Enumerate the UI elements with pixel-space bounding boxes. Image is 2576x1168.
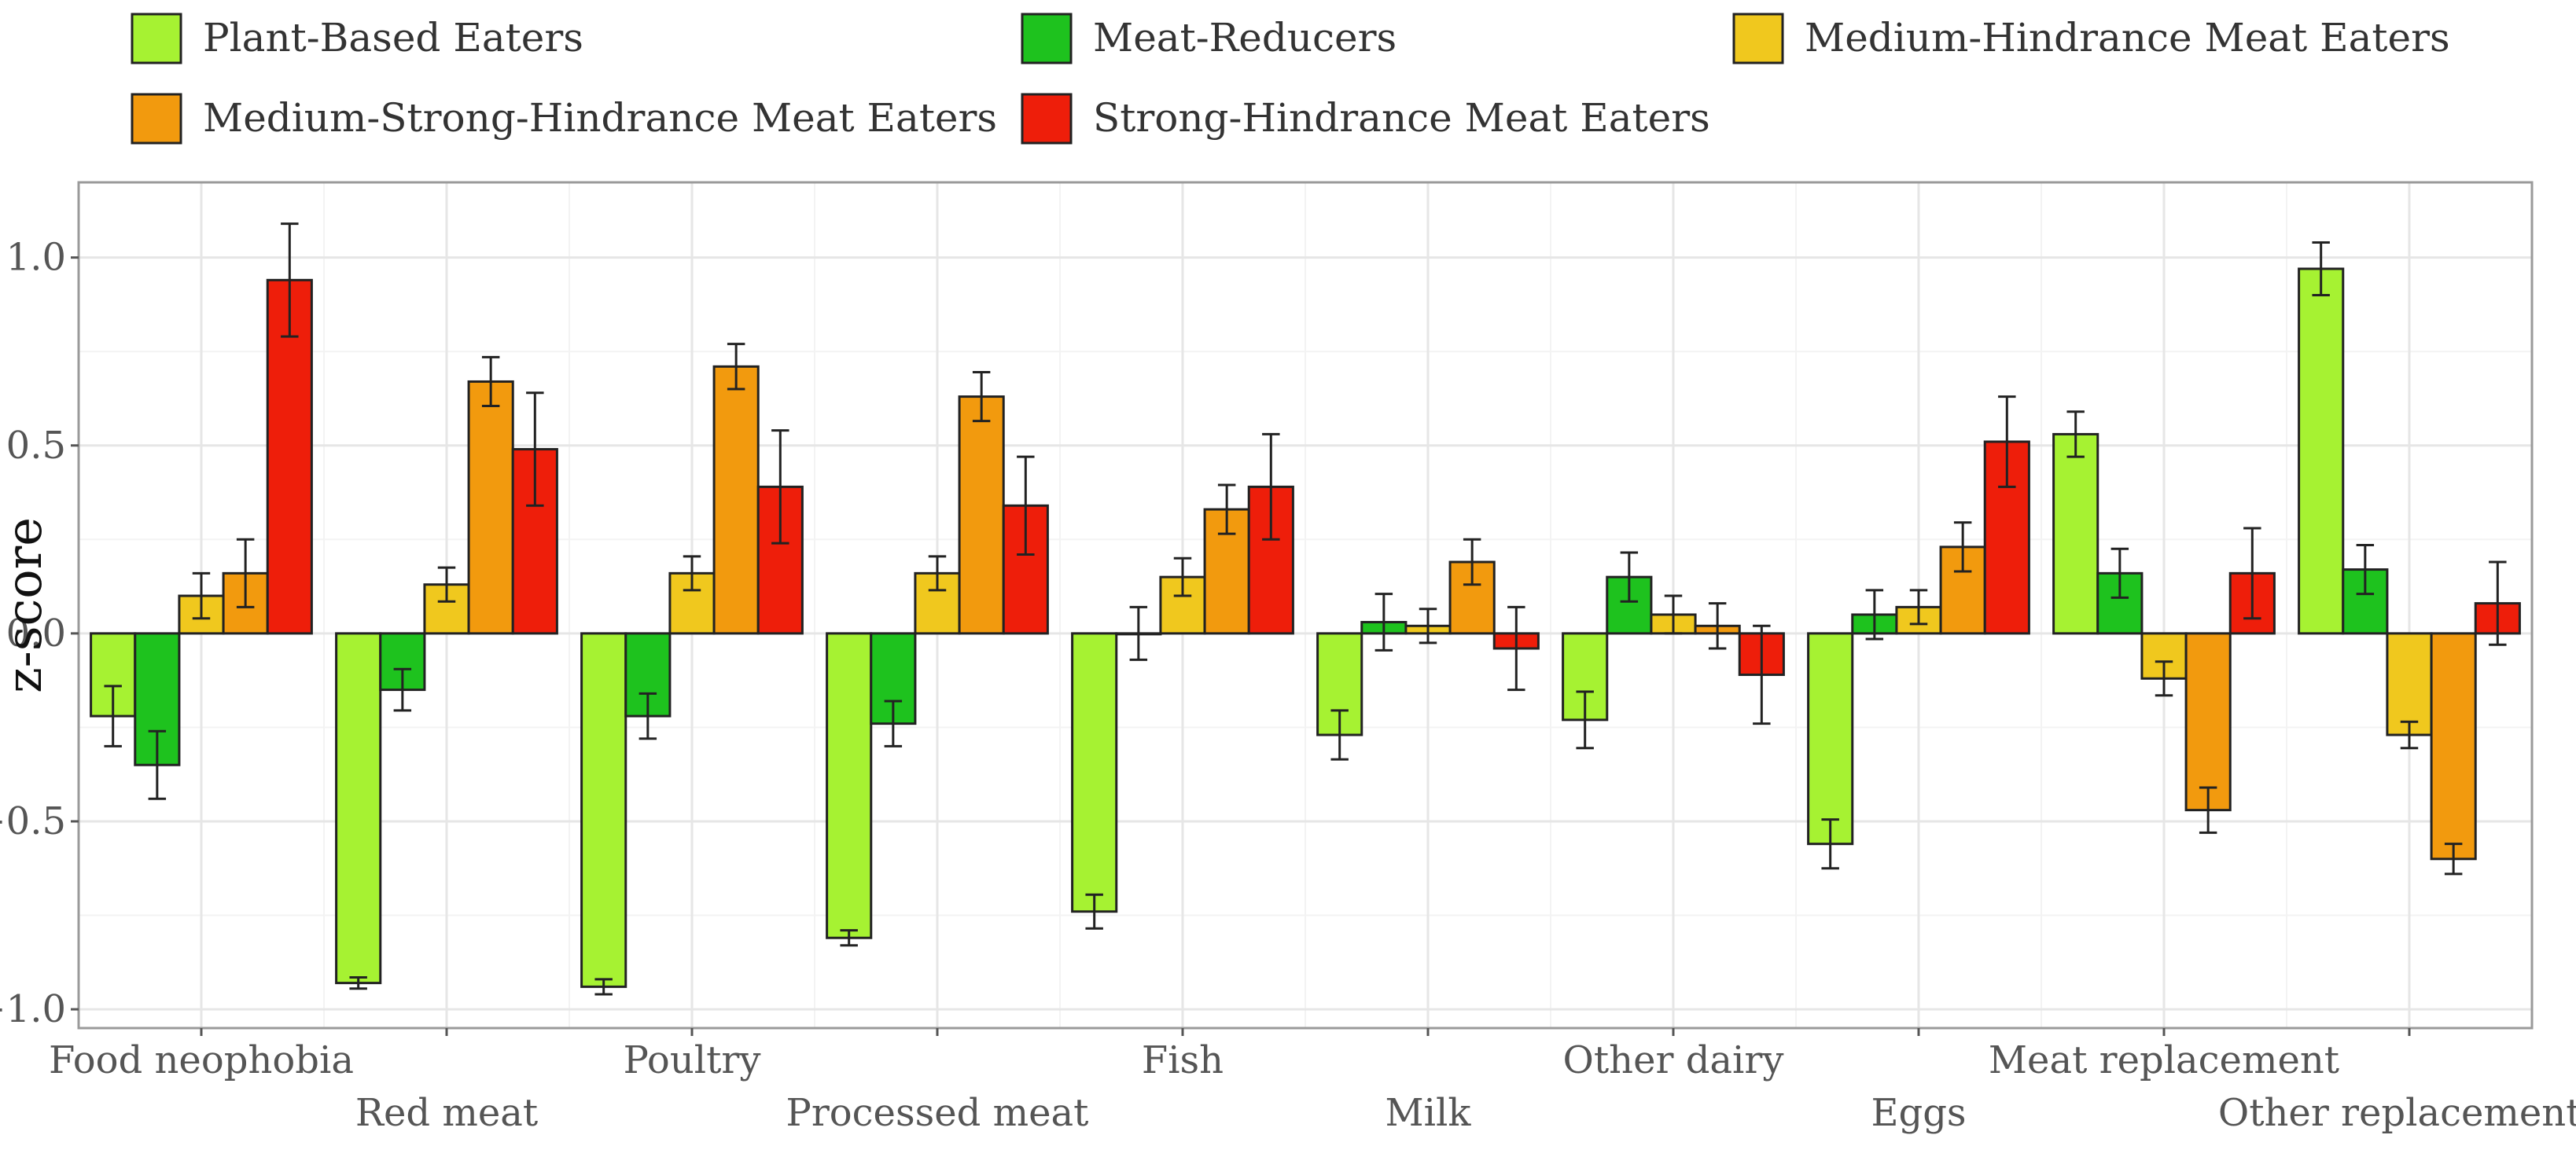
legend: Plant-Based Eaters Meat-Reducers Medium-Hi… <box>131 13 2450 145</box>
x-tick-label: Milk <box>1386 1091 1472 1135</box>
legend-label: Medium-Strong-Hindrance Meat Eaters <box>203 95 997 141</box>
bar <box>2430 632 2477 861</box>
y-tick-label: 0.5 <box>6 424 66 468</box>
bar <box>2386 632 2433 736</box>
bar <box>2184 632 2232 812</box>
bar <box>1807 632 1854 846</box>
legend-swatch <box>1732 13 1784 64</box>
x-tick-label: Red meat <box>355 1091 538 1135</box>
x-tick-label: Other dairy <box>1563 1038 1784 1082</box>
y-tick-label: 1.0 <box>6 236 66 280</box>
y-tick-label: −1.0 <box>0 987 66 1031</box>
y-axis-label: z-score <box>0 517 53 693</box>
legend-swatch <box>1021 93 1073 145</box>
bar <box>467 380 514 635</box>
legend-swatch <box>131 13 182 64</box>
bar <box>580 632 627 988</box>
bar <box>2052 432 2099 635</box>
x-tick-label: Meat replacement <box>1989 1038 2339 1082</box>
bar <box>958 395 1005 635</box>
x-tick-label: Processed meat <box>786 1091 1089 1135</box>
x-tick-label: Poultry <box>624 1038 761 1082</box>
bar <box>335 632 382 985</box>
legend-label: Strong-Hindrance Meat Eaters <box>1093 95 1710 141</box>
x-tick-label: Fish <box>1142 1038 1224 1082</box>
bar <box>1071 632 1118 913</box>
legend-label: Medium-Hindrance Meat Eaters <box>1805 15 2450 61</box>
y-tick-label: 0.0 <box>6 612 66 656</box>
bar <box>2298 267 2345 635</box>
x-tick-label: Food neophobia <box>49 1038 354 1082</box>
bar <box>826 632 873 939</box>
y-tick-label: −0.5 <box>0 799 66 843</box>
plot-panel-border <box>77 181 2534 1030</box>
x-tick-label: Other replacements <box>2218 1091 2576 1135</box>
legend-label: Plant-Based Eaters <box>203 15 583 61</box>
bar <box>712 365 760 635</box>
legend-swatch <box>131 93 182 145</box>
error-bars <box>104 222 2507 996</box>
x-tick-label: Eggs <box>1871 1091 1966 1135</box>
legend-swatch <box>1021 13 1073 64</box>
legend-label: Meat-Reducers <box>1093 15 1397 61</box>
